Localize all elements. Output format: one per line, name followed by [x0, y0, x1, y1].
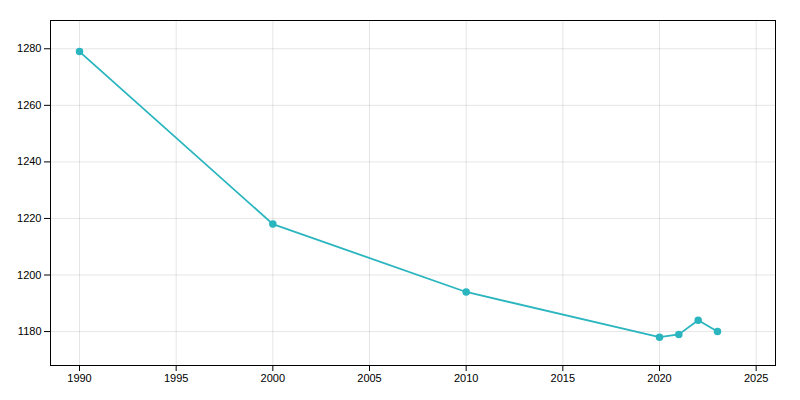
svg-text:2010: 2010: [454, 372, 478, 384]
svg-text:2005: 2005: [357, 372, 381, 384]
svg-text:2025: 2025: [744, 372, 768, 384]
svg-text:1200: 1200: [17, 269, 41, 281]
svg-text:1180: 1180: [18, 325, 42, 337]
svg-text:2015: 2015: [551, 372, 575, 384]
svg-text:1280: 1280: [17, 42, 41, 54]
svg-text:1260: 1260: [17, 99, 41, 111]
svg-text:1220: 1220: [17, 212, 41, 224]
svg-text:1995: 1995: [164, 372, 188, 384]
svg-text:2000: 2000: [261, 372, 285, 384]
svg-text:1990: 1990: [67, 372, 91, 384]
svg-text:2020: 2020: [647, 372, 671, 384]
svg-text:1240: 1240: [17, 155, 41, 167]
